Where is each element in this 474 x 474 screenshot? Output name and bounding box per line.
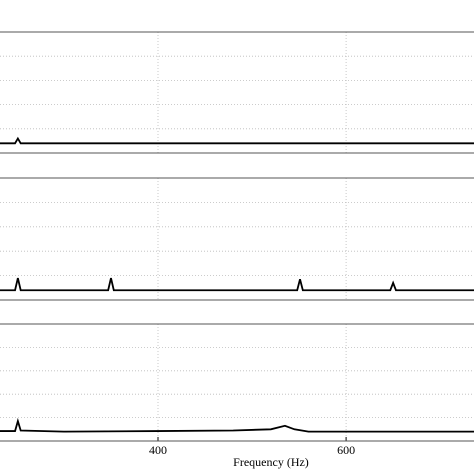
spectrum-line [0, 136, 474, 145]
x-axis-label: Frequency (Hz) [233, 455, 309, 469]
panel-frame [0, 31, 474, 154]
panel-frame [0, 177, 474, 301]
panel-frame [0, 323, 474, 442]
spectrum-line [0, 417, 474, 433]
spectrum-line [0, 277, 474, 292]
x-tick-label: 600 [337, 443, 355, 457]
x-tick-label: 400 [149, 443, 167, 457]
